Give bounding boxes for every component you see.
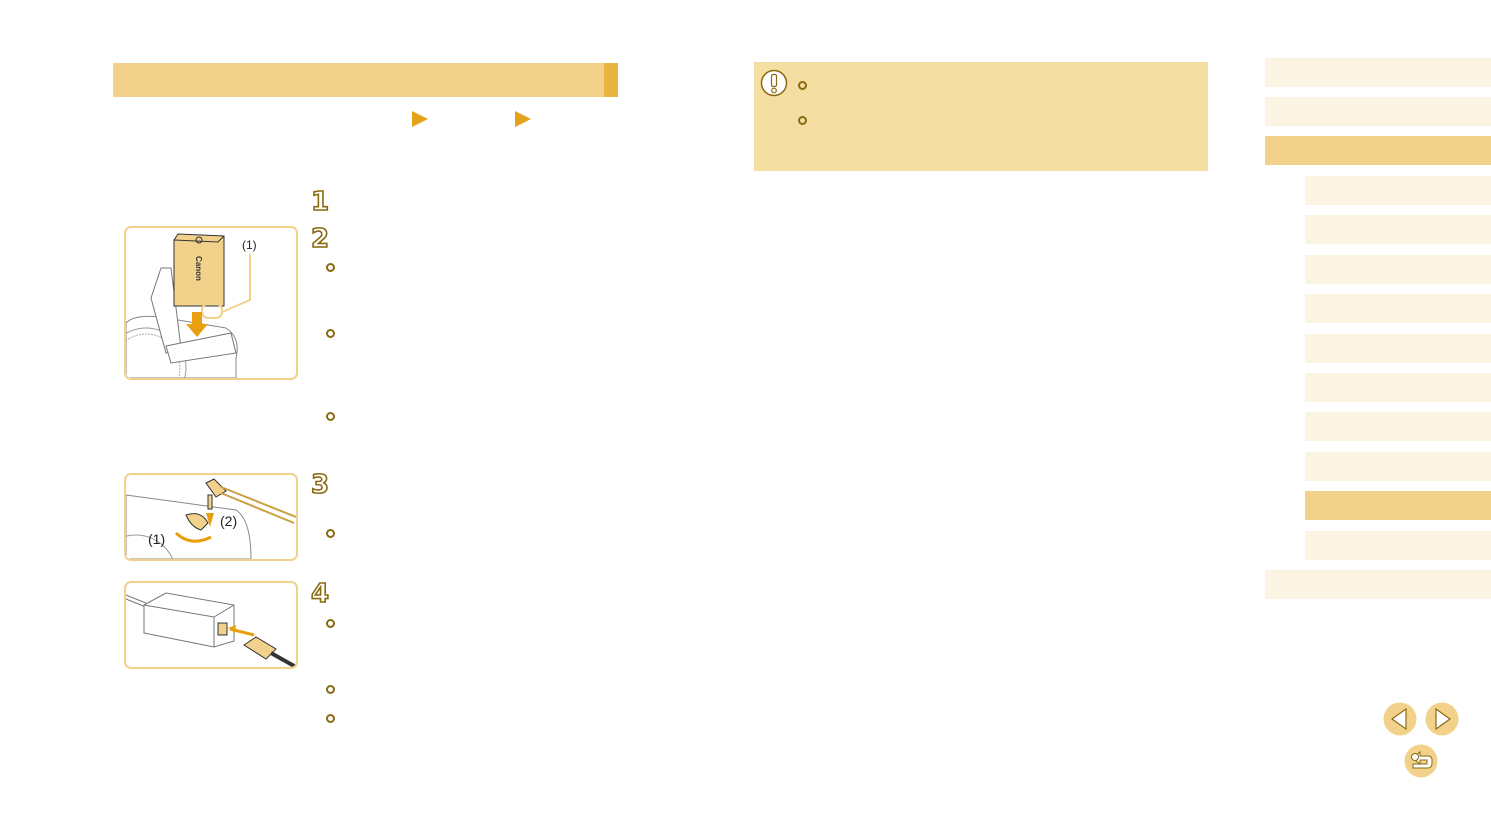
- header-accent: [604, 63, 618, 97]
- callout-label: (2): [220, 513, 238, 529]
- step-number: 3: [310, 470, 330, 500]
- caution-note-box: [754, 62, 1208, 171]
- bullet-icon: [326, 412, 335, 421]
- sidebar-item[interactable]: [1265, 58, 1491, 87]
- callout-label: (1): [148, 531, 166, 547]
- dc-coupler-illustration: (1) (2): [124, 473, 298, 561]
- previous-page-icon[interactable]: [1383, 702, 1417, 736]
- triangle-right-icon: [412, 111, 428, 127]
- battery-insert-illustration: Canon (1): [124, 226, 298, 380]
- sidebar-item-active[interactable]: [1265, 136, 1491, 165]
- step-number: 4: [310, 579, 330, 609]
- sidebar-item[interactable]: [1265, 570, 1491, 599]
- bullet-icon: [326, 263, 335, 272]
- bullet-icon: [798, 116, 807, 125]
- bullet-icon: [326, 685, 335, 694]
- triangle-right-icon: [515, 111, 531, 127]
- sidebar-subitem-active[interactable]: [1305, 491, 1491, 520]
- callout-label: (1): [242, 238, 257, 252]
- sidebar-subitem[interactable]: [1305, 334, 1491, 363]
- bullet-icon: [326, 619, 335, 628]
- caution-icon: [760, 69, 788, 97]
- sidebar-subitem[interactable]: [1305, 294, 1491, 323]
- next-page-icon[interactable]: [1425, 702, 1459, 736]
- section-header-bar: [113, 63, 618, 97]
- sidebar-subitem[interactable]: [1305, 176, 1491, 205]
- sidebar-subitem[interactable]: [1305, 412, 1491, 441]
- bullet-icon: [326, 329, 335, 338]
- bullet-icon: [798, 81, 807, 90]
- sidebar-subitem[interactable]: [1305, 531, 1491, 560]
- sidebar-item[interactable]: [1265, 97, 1491, 126]
- bullet-icon: [326, 529, 335, 538]
- battery-brand-logo: Canon: [193, 256, 203, 281]
- sidebar-subitem[interactable]: [1305, 373, 1491, 402]
- step-number: 1: [310, 187, 330, 217]
- ac-adapter-illustration: [124, 581, 298, 669]
- sidebar-subitem[interactable]: [1305, 452, 1491, 481]
- sidebar-subitem[interactable]: [1305, 255, 1491, 284]
- bullet-icon: [326, 714, 335, 723]
- step-number: 2: [310, 224, 330, 254]
- sidebar-subitem[interactable]: [1305, 215, 1491, 244]
- return-icon[interactable]: [1404, 744, 1438, 778]
